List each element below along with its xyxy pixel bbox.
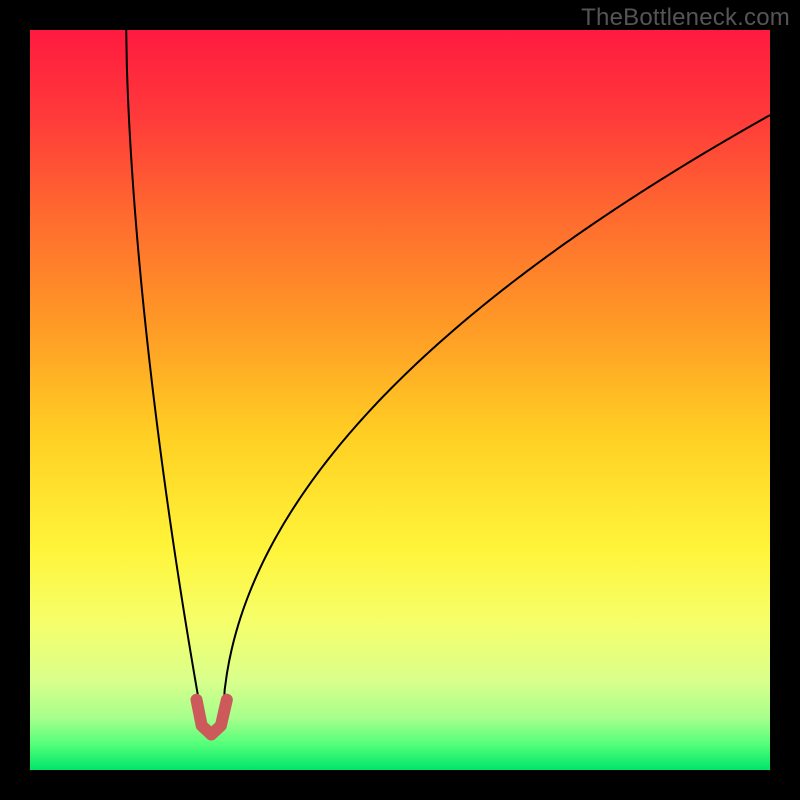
plot-svg [30, 30, 770, 770]
chart-frame: TheBottleneck.com [0, 0, 800, 800]
plot-area [30, 30, 770, 770]
watermark-text: TheBottleneck.com [581, 4, 790, 32]
gradient-background [30, 30, 770, 770]
